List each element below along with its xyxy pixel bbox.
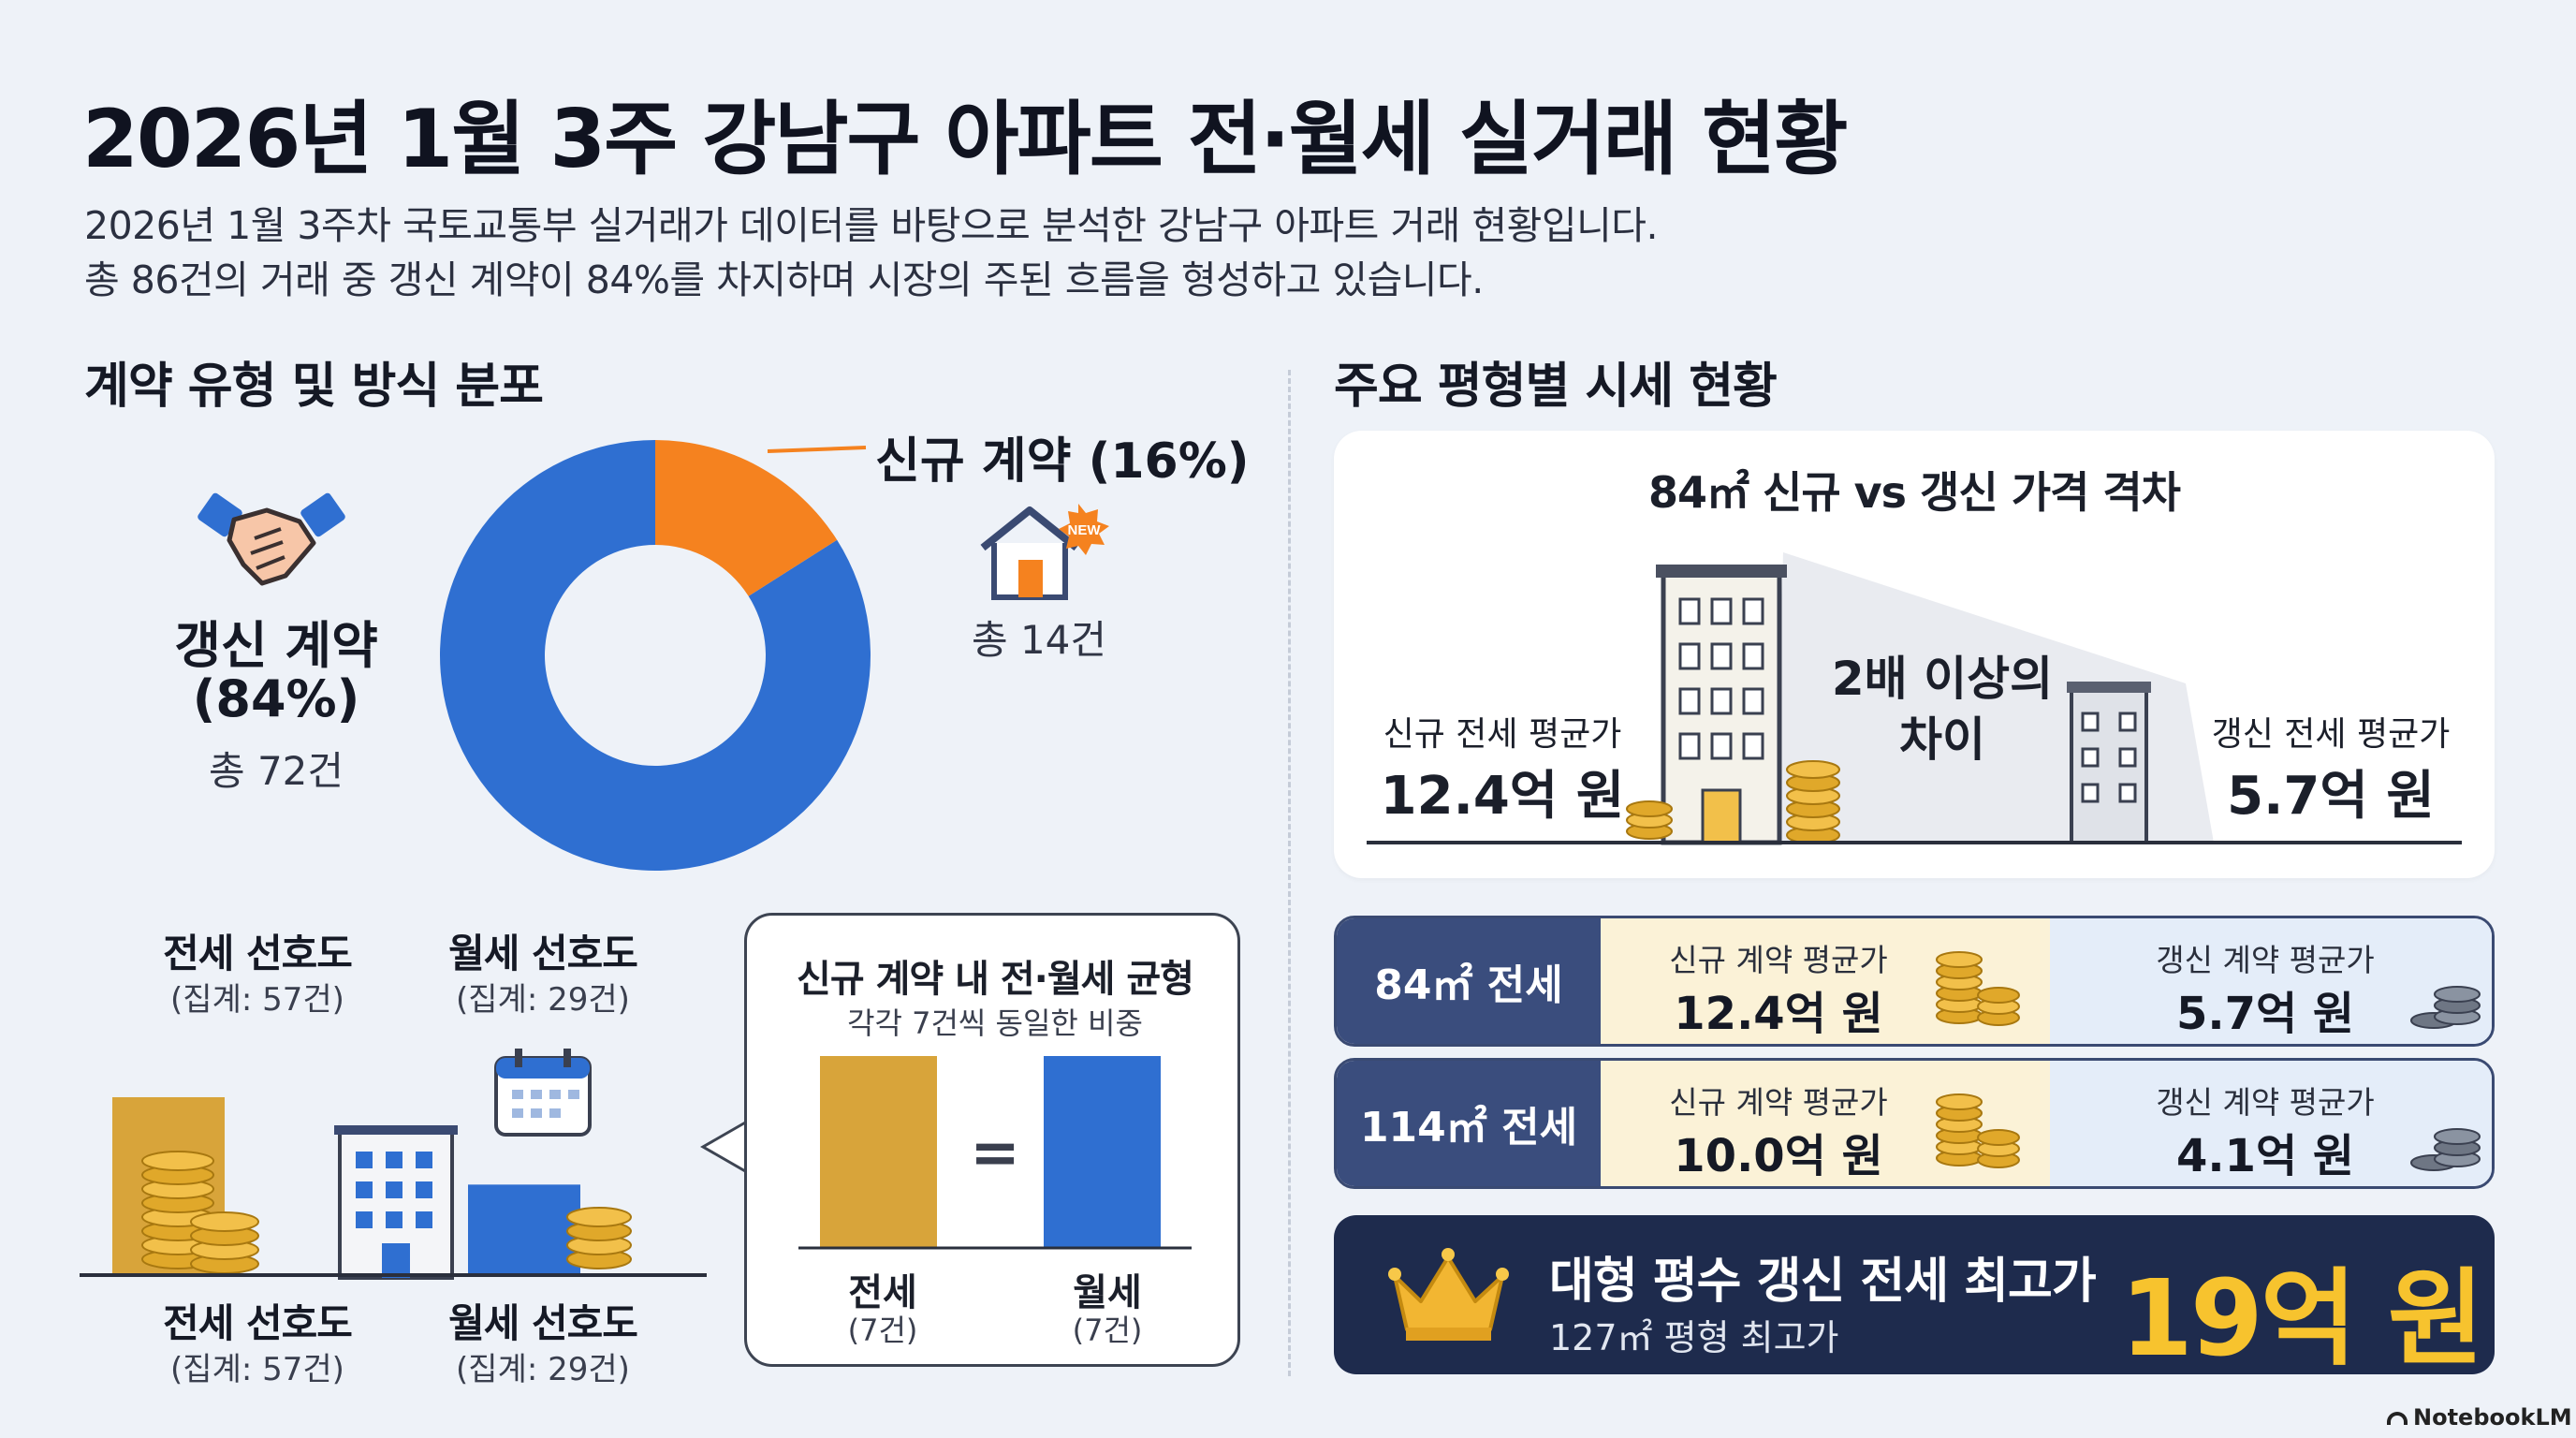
max-price-subtitle: 127㎡ 평형 최고가 — [1549, 1317, 1839, 1358]
row-label: 114㎡ 전세 — [1337, 1061, 1601, 1186]
small-building-icon — [2067, 682, 2151, 844]
renewal-label: 갱신 계약 — [174, 616, 378, 675]
renewal-count: 총 72건 — [208, 748, 344, 794]
donut-slice-new — [655, 440, 838, 596]
row-old-caption: 갱신 계약 평균가 — [2156, 942, 2375, 978]
new-count: 총 14건 — [971, 617, 1107, 663]
price-gap-card: 84㎡ 신규 vs 갱신 가격 격차 — [1334, 431, 2495, 878]
max-price-card: 대형 평수 갱신 전세 최고가 127㎡ 평형 최고가 19억 원 — [1334, 1215, 2495, 1380]
gap-middle-line-1: 2배 이상의 — [1831, 652, 2054, 706]
row-old-caption: 갱신 계약 평균가 — [2156, 1084, 2375, 1121]
gap-illustration — [1367, 552, 2462, 845]
row-old-cell: 갱신 계약 평균가 4.1억 원 — [2050, 1061, 2492, 1186]
subtitle-line-2: 총 86건의 거래 중 갱신 계약이 84%를 차지하며 시장의 주된 흐름을 … — [84, 257, 1484, 302]
wolse-pref-title-top: 월세 선호도 — [448, 931, 638, 976]
price-row-114: 114㎡ 전세 신규 계약 평균가 10.0억 원 갱신 계약 평균가 4.1억… — [1334, 1058, 2495, 1189]
wolse-pref-sub-top: (집계: 29건) — [456, 981, 630, 1019]
row-new-caption: 신규 계약 평균가 — [1669, 942, 1888, 978]
balance-wolse-label: 월세 — [1073, 1271, 1142, 1314]
gold-coins-icon — [1936, 1093, 2020, 1168]
callout-pointer — [700, 1119, 749, 1175]
tall-building-icon — [1656, 565, 1787, 845]
new-leader-line — [768, 446, 867, 453]
balance-wolse-count: (7건) — [1072, 1313, 1143, 1348]
balance-bar-chart: = — [798, 1056, 1192, 1250]
building-icon — [334, 1125, 458, 1280]
crown-icon — [1388, 1248, 1509, 1341]
preference-bar-chart — [80, 1049, 707, 1280]
row-new-cell: 신규 계약 평균가 10.0억 원 — [1601, 1061, 2050, 1186]
gold-coins-icon — [1626, 760, 1840, 844]
gold-coins-icon — [1936, 951, 2020, 1026]
bar-balance-jeonse — [820, 1056, 937, 1248]
contract-type-donut-chart — [440, 440, 871, 871]
row-old-cell: 갱신 계약 평균가 5.7억 원 — [2050, 918, 2492, 1044]
left-section-title: 계약 유형 및 방식 분포 — [84, 359, 544, 415]
wolse-pref-title-bottom: 월세 선호도 — [448, 1300, 638, 1346]
row-old-value: 4.1억 원 — [2175, 1130, 2355, 1182]
calendar-icon — [494, 1049, 592, 1137]
renewal-pct: (84%) — [192, 669, 360, 728]
new-house-icon: NEW — [980, 504, 1109, 600]
footer-brand-text: NotebookLM — [2413, 1404, 2572, 1431]
row-new-caption: 신규 계약 평균가 — [1669, 1084, 1888, 1121]
wolse-pref-sub-bottom: (집계: 29건) — [456, 1351, 630, 1388]
row-old-value: 5.7억 원 — [2175, 988, 2355, 1040]
gap-middle-line-2: 차이 — [1899, 712, 1985, 767]
coin-stack-icon — [141, 1151, 632, 1274]
max-price-title: 대형 평수 갱신 전세 최고가 — [1549, 1254, 2097, 1310]
silver-coins-icon — [2410, 1128, 2481, 1171]
jeonse-pref-title-top: 전세 선호도 — [163, 931, 353, 976]
bar-balance-wolse — [1044, 1056, 1161, 1248]
jeonse-pref-sub-bottom: (집계: 57건) — [170, 1351, 344, 1388]
donut-slice-renewal — [440, 440, 871, 871]
silver-coins-icon — [2410, 986, 2481, 1029]
jeonse-pref-sub-top: (집계: 57건) — [170, 981, 344, 1019]
page-title: 2026년 1월 3주 강남구 아파트 전·월세 실거래 현황 — [82, 93, 1848, 186]
handshake-icon — [198, 492, 345, 586]
section-divider — [1288, 370, 1291, 1376]
gap-old-caption: 갱신 전세 평균가 — [2211, 715, 2451, 754]
row-new-value: 12.4억 원 — [1674, 988, 1883, 1040]
notebooklm-logo-icon — [2387, 1412, 2408, 1425]
balance-jeonse-count: (7건) — [847, 1313, 918, 1348]
row-new-value: 10.0억 원 — [1674, 1130, 1883, 1182]
footer-brand: NotebookLM — [2387, 1404, 2572, 1431]
balance-title: 신규 계약 내 전·월세 균형 — [797, 958, 1194, 1001]
bar-wolse-preference — [468, 1184, 580, 1275]
jeonse-pref-title-bottom: 전세 선호도 — [163, 1300, 353, 1346]
row-label: 84㎡ 전세 — [1337, 918, 1601, 1044]
new-label: 신규 계약 (16%) — [875, 433, 1250, 490]
gap-new-caption: 신규 전세 평균가 — [1383, 715, 1622, 754]
gap-title: 84㎡ 신규 vs 갱신 가격 격차 — [1647, 467, 2181, 518]
max-price-value: 19억 원 — [2120, 1258, 2484, 1380]
balance-subtitle: 각각 7건씩 동일한 비중 — [847, 1005, 1143, 1041]
equals-sign: = — [970, 1119, 1020, 1188]
balance-jeonse-label: 전세 — [848, 1271, 917, 1314]
new-badge-text: NEW — [1068, 522, 1102, 538]
gap-old-value: 5.7억 원 — [2227, 766, 2435, 827]
row-new-cell: 신규 계약 평균가 12.4억 원 — [1601, 918, 2050, 1044]
price-row-84: 84㎡ 전세 신규 계약 평균가 12.4억 원 갱신 계약 평균가 5.7억 … — [1334, 916, 2495, 1047]
gap-new-value: 12.4억 원 — [1380, 766, 1625, 827]
subtitle-line-1: 2026년 1월 3주차 국토교통부 실거래가 데이터를 바탕으로 분석한 강남… — [84, 203, 1659, 248]
balance-card: 신규 계약 내 전·월세 균형 각각 7건씩 동일한 비중 = 전세 (7건) … — [744, 913, 1240, 1367]
right-section-title: 주요 평형별 시세 현황 — [1334, 359, 1778, 415]
